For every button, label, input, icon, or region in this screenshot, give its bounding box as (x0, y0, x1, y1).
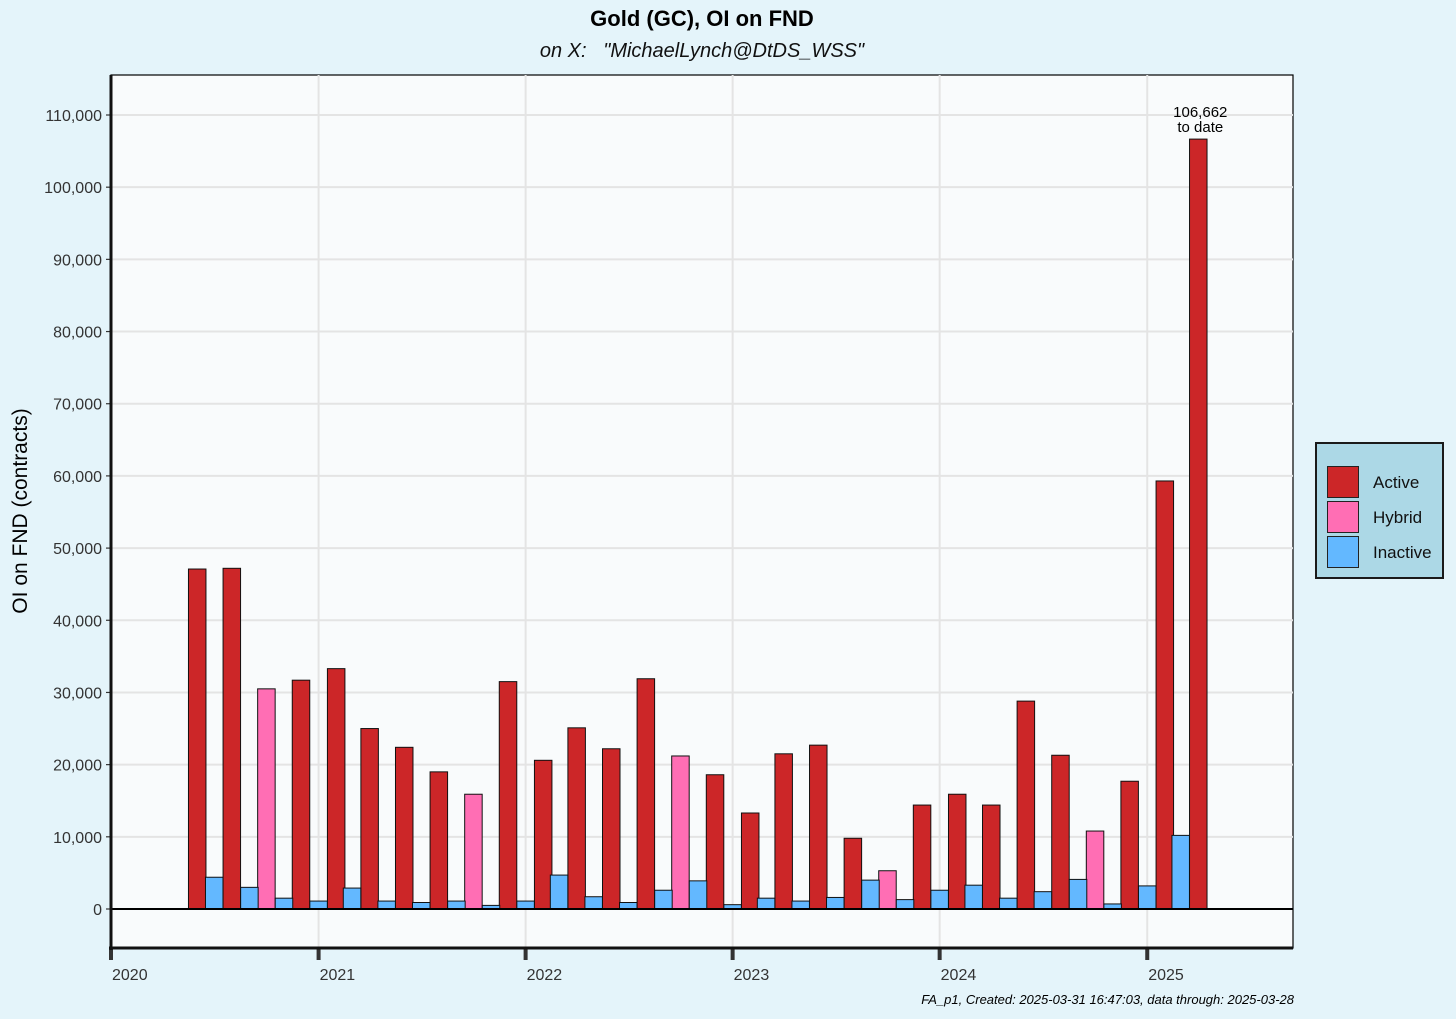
bar-active (705, 774, 725, 910)
bar-inactive (791, 900, 810, 910)
bar-inactive (756, 897, 776, 910)
bar-active (360, 728, 379, 910)
x-tick-label: 2021 (320, 967, 356, 984)
bar-inactive (1033, 891, 1053, 910)
x-tick-label: 2020 (112, 967, 148, 984)
y-axis-title: OI on FND (contracts) (9, 408, 32, 613)
bar-active (291, 679, 311, 910)
bar-inactive (1171, 834, 1190, 910)
annotation-label: to date (1177, 119, 1223, 136)
y-tick-label: 30,000 (53, 685, 102, 702)
legend-swatch-hybrid (1327, 501, 1359, 533)
y-tick-label: 40,000 (53, 613, 102, 630)
bar-active (429, 771, 449, 910)
bar-hybrid (671, 755, 690, 910)
bar-active (222, 567, 242, 910)
bar-inactive (549, 874, 569, 910)
bar-active (326, 668, 346, 910)
y-tick-label: 60,000 (53, 469, 102, 486)
x-tick-label: 2022 (527, 967, 563, 984)
bar-inactive (1137, 885, 1157, 910)
bar-hybrid (1085, 830, 1105, 910)
bar-active (602, 748, 621, 910)
legend-label-active: Active (1373, 473, 1420, 492)
bar-inactive (309, 900, 328, 910)
bars (187, 138, 1208, 910)
bar-inactive (240, 886, 259, 910)
y-tick-label: 70,000 (53, 397, 102, 414)
bar-active (809, 744, 828, 910)
bar-inactive (861, 879, 880, 910)
bar-inactive (274, 897, 294, 910)
bar-inactive (964, 884, 983, 910)
bar-active (498, 681, 518, 910)
bar-active (1155, 480, 1175, 910)
bar-inactive (826, 896, 845, 910)
bar-inactive (584, 896, 603, 910)
bar-active (982, 804, 1001, 910)
x-tick-label: 2024 (941, 967, 977, 984)
bar-hybrid (257, 688, 276, 910)
bar-active (1051, 754, 1070, 910)
x-tick-label: 2023 (734, 967, 770, 984)
bar-inactive (895, 899, 915, 910)
legend-label-hybrid: Hybrid (1373, 508, 1423, 527)
axes: 0 10,000 20,000 30,000 40,000 50,000 60,000 70,… (44, 75, 1293, 984)
legend-swatch-inactive (1327, 536, 1359, 568)
bar-active (1016, 700, 1036, 910)
x-tick-label: 2025 (1148, 967, 1184, 984)
bar-inactive (447, 900, 466, 910)
legend-swatch-active (1327, 466, 1359, 498)
bar-inactive (516, 900, 535, 910)
bar-inactive (204, 876, 224, 910)
bar-active (533, 759, 553, 910)
bar-inactive (1068, 878, 1088, 910)
chart-title: Gold (GC), OI on FND (590, 6, 814, 31)
bar-inactive (930, 889, 949, 910)
bar-inactive (688, 880, 708, 910)
bar-hybrid (878, 870, 897, 910)
y-tick-label: 20,000 (53, 758, 102, 775)
bar-active (740, 812, 760, 910)
legend-item-inactive[interactable]: Inactive (1327, 536, 1442, 570)
legend: Active Hybrid Inactive (1315, 442, 1444, 579)
plot-panel (110, 74, 1294, 949)
legend-label-inactive: Inactive (1373, 543, 1432, 562)
bar-hybrid (464, 793, 483, 910)
y-tick-label: 90,000 (53, 252, 102, 269)
y-tick-label: 100,000 (44, 180, 102, 197)
bar-active (187, 568, 207, 910)
bar-active (912, 804, 932, 910)
bar-active (947, 793, 967, 910)
y-tick-label: 50,000 (53, 541, 102, 558)
bar-active (1120, 780, 1139, 910)
bar-active (774, 753, 793, 910)
y-tick-label: 10,000 (53, 830, 102, 847)
chart-caption: FA_p1, Created: 2025-03-31 16:47:03, dat… (921, 992, 1294, 1007)
legend-item-hybrid[interactable]: Hybrid (1327, 501, 1442, 535)
bar-active (567, 727, 586, 910)
y-tick-label: 80,000 (53, 325, 102, 342)
bar-active (1189, 138, 1208, 910)
bar-active (843, 837, 863, 910)
bar-inactive (377, 900, 396, 910)
bar-inactive (999, 897, 1018, 910)
bar-inactive (654, 889, 673, 910)
bar-inactive (342, 887, 362, 910)
bar-active (394, 746, 414, 910)
chart-subtitle: on X: "MichaelLynch@DtDS_WSS" (539, 40, 865, 62)
annotation-label: 106,662 (1173, 104, 1227, 121)
bar-active (636, 678, 656, 910)
y-tick-label: 110,000 (45, 108, 102, 125)
y-tick-label: 0 (93, 902, 102, 919)
legend-item-active[interactable]: Active (1327, 466, 1442, 500)
